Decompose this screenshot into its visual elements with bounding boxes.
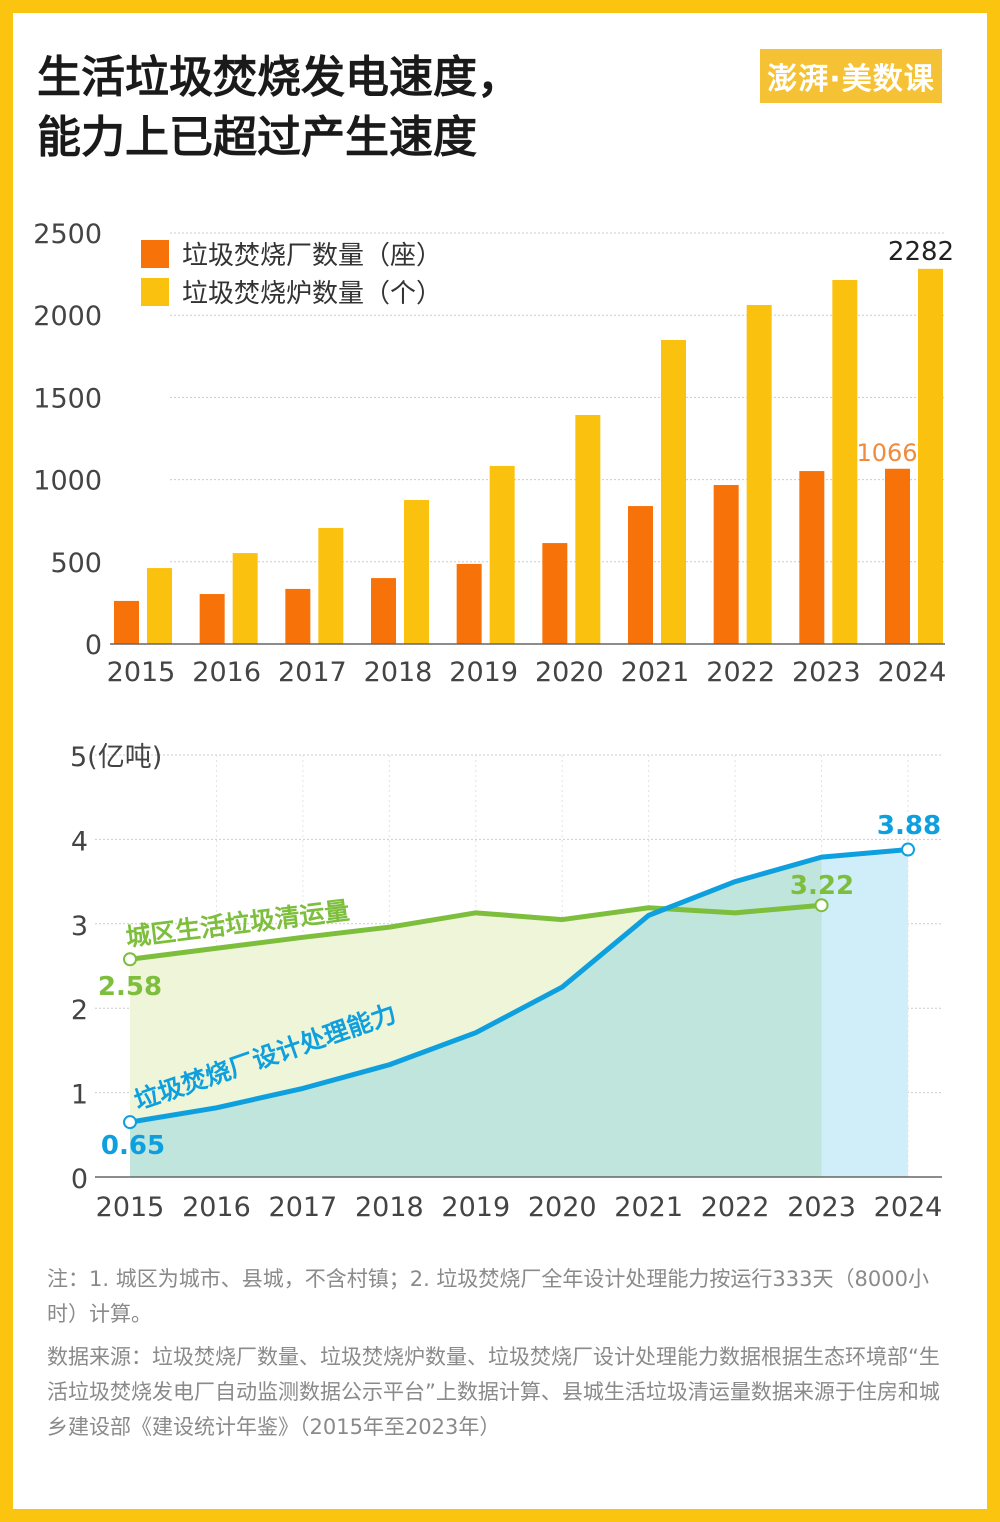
footnote: 注：1. 城区为城市、县城，不含村镇；2. 垃圾焚烧厂全年设计处理能力按运行33…: [47, 1267, 929, 1326]
x-tick-label: 2017: [278, 657, 347, 688]
bar-furnaces-2023: [832, 280, 858, 644]
legend-label: 垃圾焚烧炉数量（个）: [182, 279, 442, 309]
x-tick-label: 2015: [96, 1192, 165, 1223]
bar-furnaces-2017: [318, 527, 344, 644]
x-tick-label: 2019: [449, 657, 518, 688]
x-tick-label: 2023: [787, 1192, 856, 1223]
y-tick-label: 0: [71, 1164, 88, 1195]
data-label: 3.88: [877, 811, 941, 841]
bar-furnaces-2021: [661, 340, 686, 644]
endpoint-marker: [123, 1115, 137, 1130]
x-tick-label: 2015: [107, 657, 176, 688]
x-tick-label: 2021: [614, 1192, 683, 1223]
x-tick-label: 2024: [878, 657, 947, 688]
bar-furnaces-2019: [489, 465, 515, 644]
y-tick-label: 2500: [33, 219, 102, 250]
y-tick-label: 0: [85, 630, 102, 661]
legend-swatch: [141, 240, 169, 268]
bar-furnaces-2015: [147, 568, 172, 644]
data-label: 0.65: [101, 1131, 165, 1161]
x-tick-label: 2018: [355, 1192, 424, 1223]
page-title: 生活垃圾焚烧发电速度， 能力上已超过产生速度: [37, 48, 521, 168]
x-tick-label: 2022: [706, 657, 775, 688]
area-capacity-overlap: [130, 857, 822, 1177]
title-line-1: 生活垃圾焚烧发电速度，: [37, 52, 521, 103]
bar-plants-2022: [713, 485, 739, 644]
x-tick-label: 2017: [269, 1192, 338, 1223]
y-tick-label: 1000: [33, 466, 102, 497]
bar-plants-2019: [456, 563, 482, 644]
bar-plants-2020: [542, 543, 568, 644]
bar-plants-2015: [114, 600, 139, 644]
x-tick-label: 2016: [182, 1192, 251, 1223]
legend-swatch: [141, 278, 169, 306]
x-tick-label: 2023: [792, 657, 861, 688]
bar-plants-2018: [371, 578, 396, 644]
y-tick-label: 2000: [33, 301, 102, 332]
bar-furnaces-2022: [746, 305, 772, 644]
y-tick-label: 500: [50, 548, 102, 579]
x-tick-label: 2020: [535, 657, 604, 688]
x-tick-label: 2024: [874, 1192, 943, 1223]
x-tick-label: 2022: [701, 1192, 770, 1223]
data-source: 数据来源：垃圾焚烧厂数量、垃圾焚烧炉数量、垃圾焚烧厂设计处理能力数据根据生态环境…: [47, 1345, 940, 1439]
bar-furnaces-2018: [404, 499, 429, 644]
endpoint-marker: [123, 952, 137, 967]
x-tick-label: 2021: [621, 657, 690, 688]
y-tick-label: 3: [71, 911, 88, 942]
bar-plants-2024: [885, 468, 910, 644]
data-label: 3.22: [790, 871, 854, 901]
line-capacity: [129, 847, 909, 1125]
bar-furnaces-2016: [232, 553, 258, 644]
data-label: 1066: [856, 439, 917, 467]
bar-plants-2023: [799, 471, 825, 644]
y-tick-label: 1500: [33, 383, 102, 414]
bar-plants-2016: [199, 594, 225, 644]
data-label: 2.58: [98, 972, 162, 1002]
bar-plants-2021: [628, 506, 653, 644]
title-line-2: 能力上已超过产生速度: [37, 112, 477, 163]
y-tick-label: 1: [71, 1080, 88, 1111]
bar-plants-2017: [285, 588, 311, 644]
x-tick-label: 2018: [364, 657, 433, 688]
bar-furnaces-2024: [918, 268, 943, 644]
data-label: 2282: [888, 237, 954, 267]
x-tick-label: 2019: [441, 1192, 510, 1223]
logo: 澎湃·美数课: [760, 49, 942, 103]
line-collection: [129, 902, 822, 962]
x-tick-label: 2016: [192, 657, 261, 688]
bar-furnaces-2020: [575, 414, 601, 644]
y-tick-label: 4: [71, 826, 88, 857]
infographic-card: [13, 13, 987, 1509]
endpoint-marker: [901, 842, 915, 857]
x-tick-label: 2020: [528, 1192, 597, 1223]
notes: 注：1. 城区为城市、县城，不含村镇；2. 垃圾焚烧厂全年设计处理能力按运行33…: [47, 1262, 957, 1453]
y-axis-unit: 5(亿吨): [70, 742, 162, 773]
endpoint-marker: [814, 898, 829, 913]
legend-label: 垃圾焚烧厂数量（座）: [182, 241, 442, 271]
y-tick-label: 2: [71, 995, 88, 1026]
